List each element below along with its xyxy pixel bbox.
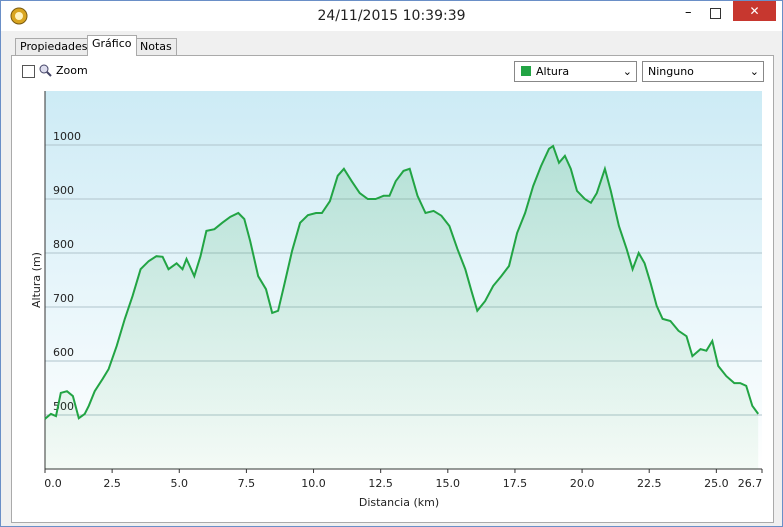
- x-tick-label: 0.0: [44, 477, 62, 490]
- y-tick-label: 800: [53, 238, 74, 251]
- y-axis-label: Altura (m): [30, 252, 43, 308]
- x-tick-label: 17.5: [503, 477, 528, 490]
- tab[interactable]: Propiedades: [15, 38, 93, 55]
- y-tick-label: 700: [53, 292, 74, 305]
- tab-active[interactable]: Gráfico: [87, 35, 137, 56]
- window-title: 24/11/2015 10:39:39: [317, 8, 466, 24]
- x-tick-label: 7.5: [238, 477, 256, 490]
- dropdown-value: Ninguno: [648, 65, 694, 78]
- dropdown[interactable]: Altura ⌄: [514, 61, 637, 82]
- area-fill: [45, 146, 759, 469]
- zoom-checkbox[interactable]: [22, 65, 35, 78]
- zoom-label: Zoom: [56, 64, 88, 77]
- title-bar: 24/11/2015 10:39:39 – ✕: [1, 1, 782, 31]
- x-tick-label: 25.0: [704, 477, 729, 490]
- y-tick-label: 1000: [53, 130, 81, 143]
- line: [44, 144, 760, 420]
- x-tick-label: 22.5: [637, 477, 662, 490]
- x-tick-label: 12.5: [368, 477, 393, 490]
- x-tick-label: 2.5: [103, 477, 121, 490]
- dropdown[interactable]: Ninguno ⌄: [642, 61, 764, 82]
- app-icon: [10, 7, 28, 25]
- x-tick-label: 20.0: [570, 477, 595, 490]
- y-tick-label: 900: [53, 184, 74, 197]
- x-tick-label: 10.0: [301, 477, 326, 490]
- dropdown-value: Altura: [536, 65, 570, 78]
- tab[interactable]: Notas: [135, 38, 177, 55]
- x-axis-label: Distancia (km): [359, 496, 439, 509]
- x-tick-label: 5.0: [171, 477, 189, 490]
- x-tick-label: 26.7: [738, 477, 763, 490]
- close-button[interactable]: ✕: [733, 1, 776, 21]
- minimize-button[interactable]: –: [685, 5, 692, 20]
- maximize-button[interactable]: [710, 8, 721, 19]
- zoom-icon: [39, 64, 52, 77]
- y-tick-label: 600: [53, 346, 74, 359]
- x-tick-label: 15.0: [436, 477, 461, 490]
